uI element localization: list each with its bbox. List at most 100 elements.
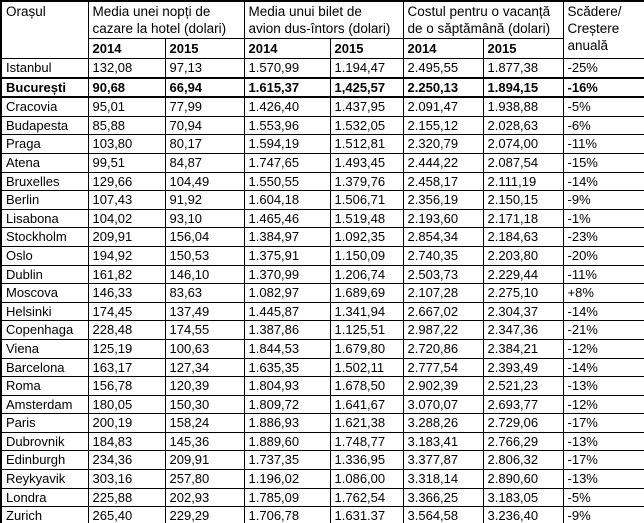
flight-2015-cell: 1.437,95 bbox=[329, 96, 404, 117]
year-header-hotel-2014: 2014 bbox=[87, 38, 166, 59]
vacation-2014-cell: 2.444,22 bbox=[402, 152, 484, 173]
vacation-2015-cell: 2.729,06 bbox=[482, 413, 564, 433]
col-header-flight: Media unui bilet de avion dus-întors (do… bbox=[243, 0, 404, 39]
header-row-titles: Orașul Media unei nopți de cazare la hot… bbox=[0, 0, 644, 59]
flight-2015-cell: 1,425,57 bbox=[329, 76, 404, 99]
flight-2014-cell: 1.889,60 bbox=[243, 431, 331, 452]
city-cell: Reykyavik bbox=[0, 469, 89, 489]
hotel-2015-cell: 91,92 bbox=[164, 190, 245, 210]
flight-2014-cell: 1.465,46 bbox=[243, 208, 331, 229]
table-row: Paris 200,19 158,24 1.886,93 1.621,38 3.288,2… bbox=[0, 413, 644, 433]
flight-2015-cell: 1.762,54 bbox=[329, 487, 404, 508]
flight-2015-cell: 1.502,11 bbox=[329, 357, 404, 378]
flight-2014-cell: 1.785,09 bbox=[243, 487, 331, 508]
flight-2014-cell: 1.445,87 bbox=[243, 301, 331, 322]
table-row: Zurich 265,40 229,29 1.706,78 1.631.37 3.564,… bbox=[0, 506, 644, 523]
city-cell: Viena bbox=[0, 338, 89, 359]
city-cell: Dublin bbox=[0, 264, 89, 285]
table-row: Oslo 194,92 150,53 1.375,91 1.150,09 2.740,35… bbox=[0, 245, 644, 266]
flight-2015-cell: 1.150,09 bbox=[329, 245, 404, 266]
change-header-line-3: anuală bbox=[567, 38, 609, 53]
flight-2015-cell: 1.748,77 bbox=[329, 431, 404, 452]
table-row: Stockholm 209,91 156,04 1.384,97 1.092,35 2.8… bbox=[0, 227, 644, 247]
vacation-2014-cell: 2.107,28 bbox=[402, 283, 484, 303]
change-cell: -15% bbox=[562, 152, 644, 173]
vacation-2015-cell: 2.890,60 bbox=[482, 469, 564, 489]
city-cell: Praga bbox=[0, 134, 89, 154]
city-cell: Stockholm bbox=[0, 227, 89, 247]
vacation-2014-cell: 2.495,55 bbox=[402, 57, 484, 79]
hotel-2015-cell: 229,29 bbox=[164, 506, 245, 523]
change-cell: -14% bbox=[562, 301, 644, 322]
hotel-2015-cell: 93,10 bbox=[164, 208, 245, 229]
flight-2015-cell: 1.631.37 bbox=[329, 506, 404, 523]
vacation-2015-cell: 2.203,80 bbox=[482, 245, 564, 266]
vacation-2014-cell: 2.902,39 bbox=[402, 376, 484, 396]
flight-2014-cell: 1.426,40 bbox=[243, 96, 331, 117]
flight-2015-cell: 1.519,48 bbox=[329, 208, 404, 229]
change-cell: -6% bbox=[562, 115, 644, 136]
city-cell: Helsinki bbox=[0, 301, 89, 322]
vacation-2015-cell: 3.183,05 bbox=[482, 487, 564, 508]
table-row: Cracovia 95,01 77,99 1.426,40 1.437,95 2.091,… bbox=[0, 96, 644, 117]
vacation-2015-cell: 2.275,10 bbox=[482, 283, 564, 303]
vacation-2014-cell: 3.377,87 bbox=[402, 450, 484, 471]
vacation-2014-cell: 3.366,25 bbox=[402, 487, 484, 508]
hotel-2015-cell: 158,24 bbox=[164, 413, 245, 433]
vacation-2014-cell: 3.288,26 bbox=[402, 413, 484, 433]
city-cell: Oslo bbox=[0, 245, 89, 266]
flight-2015-cell: 1.512,81 bbox=[329, 134, 404, 154]
flight-2014-cell: 1.706,78 bbox=[243, 506, 331, 523]
vacation-2014-cell: 3.070,07 bbox=[402, 394, 484, 415]
change-cell: -11% bbox=[562, 134, 644, 154]
vacation-2015-cell: 2.393,49 bbox=[482, 357, 564, 378]
flight-2015-cell: 1.086,00 bbox=[329, 469, 404, 489]
flight-2015-cell: 1.506,71 bbox=[329, 190, 404, 210]
flight-2014-cell: 1.747,65 bbox=[243, 152, 331, 173]
vacation-2014-cell: 2.091,47 bbox=[402, 96, 484, 117]
flight-2015-cell: 1.689,69 bbox=[329, 283, 404, 303]
vacation-2014-cell: 2.320,79 bbox=[402, 134, 484, 154]
city-cell: Cracovia bbox=[0, 96, 89, 117]
vacation-2015-cell: 2.384,21 bbox=[482, 338, 564, 359]
flight-2014-cell: 1.550,55 bbox=[243, 171, 331, 192]
change-cell: -17% bbox=[562, 413, 644, 433]
table-row: Praga 103,80 80,17 1.594,19 1.512,81 2.320,79… bbox=[0, 134, 644, 154]
year-header-flight-2014: 2014 bbox=[243, 38, 331, 59]
vacation-header-line-1: Costul pentru o vacanță bbox=[407, 4, 551, 19]
table-header: Orașul Media unei nopți de cazare la hot… bbox=[0, 0, 644, 59]
flight-2014-cell: 1.804,93 bbox=[243, 376, 331, 396]
flight-2014-cell: 1.635,35 bbox=[243, 357, 331, 378]
vacation-2015-cell: 1.938,88 bbox=[482, 96, 564, 117]
city-cell: Atena bbox=[0, 152, 89, 173]
vacation-2014-cell: 3.183,41 bbox=[402, 431, 484, 452]
hotel-2014-cell: 161,82 bbox=[87, 264, 166, 285]
flight-2015-cell: 1.092,35 bbox=[329, 227, 404, 247]
hotel-2015-cell: 120,39 bbox=[164, 376, 245, 396]
city-cell: Moscova bbox=[0, 283, 89, 303]
hotel-header-line-2: cazare la hotel (dolari) bbox=[92, 21, 227, 36]
vacation-2014-cell: 2.193,60 bbox=[402, 208, 484, 229]
year-header-flight-2015: 2015 bbox=[329, 38, 404, 59]
hotel-2014-cell: 303,16 bbox=[87, 469, 166, 489]
vacation-2015-cell: 2.074,00 bbox=[482, 134, 564, 154]
vacation-2014-cell: 2.777,54 bbox=[402, 357, 484, 378]
flight-2014-cell: 1.196,02 bbox=[243, 469, 331, 489]
change-cell: -13% bbox=[562, 376, 644, 396]
table-row: Budapesta 85,88 70,94 1.553,96 1.532,05 2.155… bbox=[0, 115, 644, 136]
hotel-2014-cell: 85,88 bbox=[87, 115, 166, 136]
hotel-2014-cell: 103,80 bbox=[87, 134, 166, 154]
table-row: Lisabona 104,02 93,10 1.465,46 1.519,48 2.193… bbox=[0, 208, 644, 229]
flight-2015-cell: 1.194,47 bbox=[329, 57, 404, 79]
hotel-2015-cell: 104,49 bbox=[164, 171, 245, 192]
hotel-2014-cell: 129,66 bbox=[87, 171, 166, 192]
flight-2014-cell: 1.809,72 bbox=[243, 394, 331, 415]
vacation-2015-cell: 2.171,18 bbox=[482, 208, 564, 229]
hotel-2014-cell: 104,02 bbox=[87, 208, 166, 229]
flight-2014-cell: 1.604,18 bbox=[243, 190, 331, 210]
flight-2014-cell: 1.553,96 bbox=[243, 115, 331, 136]
vacation-2015-cell: 2.304,37 bbox=[482, 301, 564, 322]
city-cell: Copenhaga bbox=[0, 320, 89, 340]
city-cell: Lisabona bbox=[0, 208, 89, 229]
